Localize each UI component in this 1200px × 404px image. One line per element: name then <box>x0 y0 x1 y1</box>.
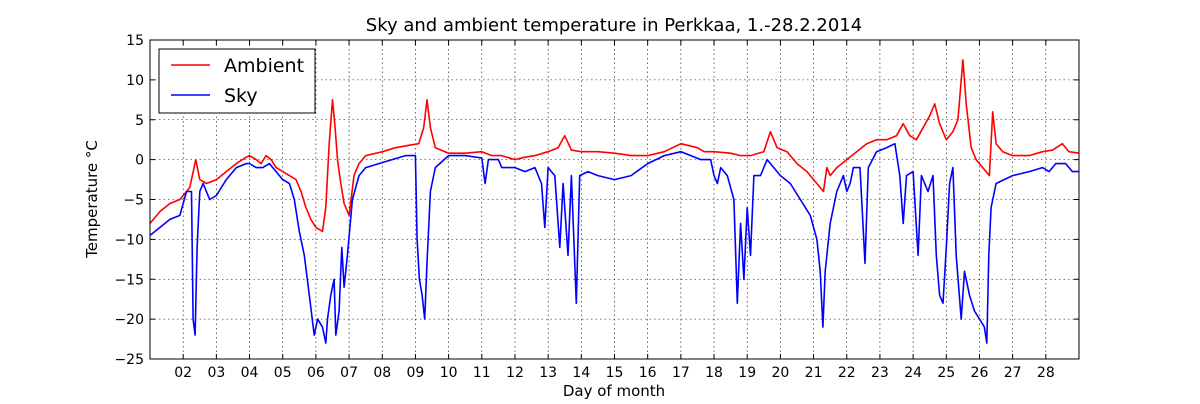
x-tick-label: 19 <box>738 365 756 381</box>
y-tick-label: 15 <box>126 33 144 49</box>
y-axis-label: Temperature °C <box>83 140 101 259</box>
y-tick-label: −5 <box>123 193 144 209</box>
x-tick-label: 16 <box>639 365 657 381</box>
legend-label-ambient: Ambient <box>224 55 304 77</box>
x-tick-label: 28 <box>1037 365 1055 381</box>
x-tick-label: 11 <box>473 365 491 381</box>
y-tick-label: 5 <box>135 113 144 129</box>
legend: Ambient Sky <box>158 48 316 114</box>
x-tick-label: 23 <box>871 365 889 381</box>
y-tick-label: −10 <box>114 232 144 248</box>
x-tick-label: 22 <box>838 365 856 381</box>
legend-box <box>158 48 316 114</box>
x-tick-label: 20 <box>771 365 789 381</box>
y-tick-label: −25 <box>114 352 144 368</box>
x-tick-label: 07 <box>340 365 358 381</box>
x-tick-label: 12 <box>506 365 524 381</box>
x-tick-label: 13 <box>539 365 557 381</box>
x-axis-label: Day of month <box>563 382 665 400</box>
x-tick-label: 21 <box>805 365 823 381</box>
x-tick-label: 05 <box>274 365 292 381</box>
chart-title: Sky and ambient temperature in Perkkaa, … <box>366 15 862 36</box>
x-tick-label: 09 <box>407 365 425 381</box>
x-tick-label: 15 <box>606 365 624 381</box>
x-tick-label: 08 <box>373 365 391 381</box>
x-tick-label: 06 <box>307 365 325 381</box>
x-tick-label: 27 <box>1004 365 1022 381</box>
x-tick-label: 17 <box>672 365 690 381</box>
x-tick-label: 02 <box>174 365 192 381</box>
x-tick-label: 25 <box>937 365 955 381</box>
y-tick-label: 10 <box>126 73 144 89</box>
x-tick-label: 24 <box>904 365 922 381</box>
y-tick-label: −15 <box>114 272 144 288</box>
legend-label-sky: Sky <box>224 85 258 107</box>
series-line-ambient <box>149 59 1080 233</box>
x-tick-label: 18 <box>705 365 723 381</box>
series-layer <box>149 59 1080 344</box>
y-tick-label: 0 <box>135 153 144 169</box>
series-line-sky <box>149 142 1079 344</box>
x-tick-label: 03 <box>207 365 225 381</box>
x-tick-label: 26 <box>971 365 989 381</box>
ticks: 02 03 04 05 06 07 08 09 10 11 12 13 14 15 16 17 18 19 20 21… <box>114 33 1079 381</box>
x-tick-label: 04 <box>241 365 259 381</box>
grid <box>150 40 1079 359</box>
y-tick-label: −20 <box>114 312 144 328</box>
x-tick-label: 14 <box>572 365 590 381</box>
x-tick-label: 10 <box>440 365 458 381</box>
